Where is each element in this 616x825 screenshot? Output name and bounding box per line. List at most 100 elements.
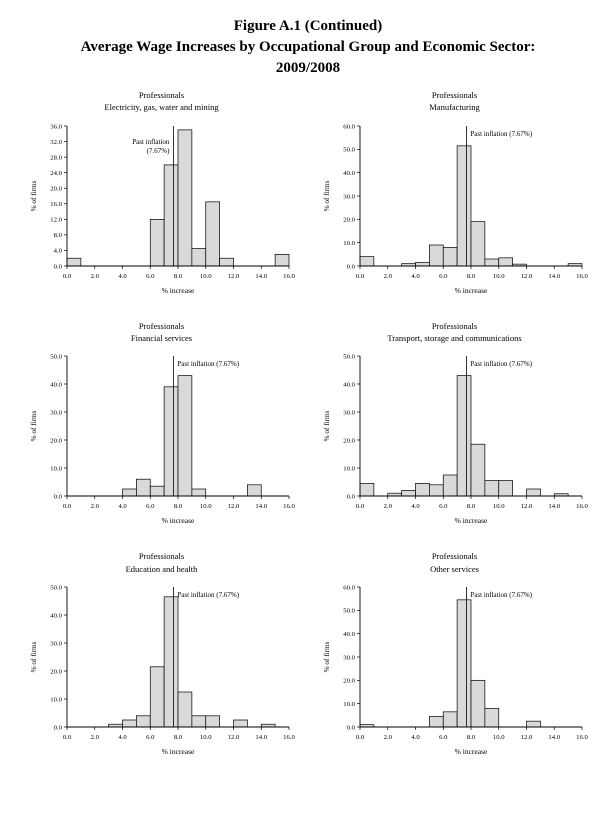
chart-education-health: Professionals Education and health 0.0 10…	[22, 550, 301, 767]
histogram-bar	[121, 719, 137, 728]
x-tick-label: 12.0	[520, 734, 532, 741]
y-tick-label: 0.0	[346, 724, 355, 731]
histogram-bar	[232, 719, 248, 728]
x-tick-label: 8.0	[466, 503, 475, 510]
histogram-plot: 0.0 4.0 8.0 12.0 16.0 20.0 24.0 28.0 32.0 36.0 0.0…	[30, 123, 296, 295]
x-tick-label: 8.0	[173, 503, 182, 510]
x-axis-label: % increase	[161, 516, 194, 525]
histogram-bar	[359, 255, 374, 266]
x-tick-label: 8.0	[173, 734, 182, 741]
histogram-bar	[525, 488, 541, 497]
y-tick-label: 30.0	[343, 193, 355, 200]
histogram-bar	[149, 666, 164, 728]
x-tick-label: 2.0	[383, 503, 392, 510]
x-tick-label: 10.0	[199, 734, 211, 741]
histogram-bar	[135, 479, 151, 497]
histogram-bar	[121, 488, 137, 497]
histogram-bar	[428, 244, 444, 266]
inflation-label: Past inflation (7.67%)	[470, 591, 532, 599]
x-tick-label: 14.0	[548, 734, 560, 741]
chart-title-group: Professionals	[431, 90, 478, 100]
x-tick-label: 2.0	[383, 273, 392, 280]
histogram-bar	[456, 375, 471, 497]
x-tick-label: 0.0	[62, 273, 71, 280]
x-tick-label: 10.0	[492, 503, 504, 510]
x-tick-label: 6.0	[146, 273, 155, 280]
y-tick-label: 40.0	[50, 382, 62, 389]
histogram-bar	[149, 486, 164, 497]
inflation-label: (7.67%)	[146, 147, 169, 155]
y-axis-label: % of firms	[323, 641, 331, 672]
y-tick-label: 40.0	[343, 170, 355, 177]
y-tick-label: 30.0	[343, 654, 355, 661]
y-tick-label: 20.0	[343, 438, 355, 445]
y-axis-label: % of firms	[323, 180, 331, 211]
histogram-bar	[163, 596, 178, 728]
x-axis-label: % increase	[454, 516, 487, 525]
chart-title-group: Professionals	[138, 551, 185, 562]
histogram-plot: 0.0 10.0 20.0 30.0 40.0 50.0 60.0 0.0 2.0 4.0 6.0 8…	[323, 584, 589, 756]
y-tick-label: 40.0	[343, 631, 355, 638]
y-tick-label: 10.0	[50, 466, 62, 473]
histogram-bar	[218, 257, 234, 266]
chart-title: Professionals Electricity, gas, water an…	[104, 89, 218, 114]
histogram-bar	[204, 201, 220, 266]
histogram-bar	[470, 679, 485, 728]
x-tick-label: 6.0	[146, 734, 155, 741]
chart-title-sector: Education and health	[125, 563, 198, 574]
x-tick-label: 4.0	[411, 503, 420, 510]
histogram-bar	[204, 715, 220, 728]
x-tick-label: 12.0	[227, 734, 239, 741]
histogram-bar	[66, 257, 81, 266]
figure-header: Figure A.1 (Continued) Average Wage Incr…	[0, 16, 616, 79]
x-tick-label: 10.0	[199, 273, 211, 280]
y-tick-label: 0.0	[53, 494, 62, 501]
y-tick-label: 20.0	[343, 216, 355, 223]
x-tick-label: 4.0	[411, 273, 420, 280]
histogram-bar	[177, 375, 192, 497]
histogram-bar	[442, 474, 457, 497]
histogram-bar	[456, 599, 471, 728]
x-tick-label: 6.0	[439, 734, 448, 741]
chart-financial-services: Professionals Financial services 0.0 10.0…	[22, 320, 301, 537]
x-tick-label: 10.0	[492, 273, 504, 280]
chart-title: Professionals Other services	[430, 550, 479, 575]
histogram-bar	[149, 218, 164, 266]
histogram-bar	[428, 484, 444, 497]
inflation-label: Past inflation (7.67%)	[470, 360, 532, 368]
y-tick-label: 40.0	[343, 382, 355, 389]
histogram-bar	[456, 145, 471, 266]
y-tick-label: 10.0	[343, 240, 355, 247]
histogram-bar	[191, 488, 206, 497]
chart-manufacturing: Professionals Manufacturing 0.0 10.0 20.0 3…	[315, 89, 594, 306]
y-tick-label: 4.0	[53, 247, 62, 254]
chart-other-services: Professionals Other services 0.0 10.0 20.0…	[315, 550, 594, 767]
y-tick-label: 8.0	[53, 232, 62, 239]
histogram-bar	[274, 253, 289, 266]
histogram-bar	[177, 691, 192, 728]
y-tick-label: 32.0	[50, 138, 62, 145]
x-tick-label: 8.0	[173, 273, 182, 280]
histogram-bar	[442, 246, 457, 266]
x-tick-label: 2.0	[90, 734, 99, 741]
histogram-bar	[525, 720, 541, 728]
histogram-bar	[163, 164, 178, 266]
y-tick-label: 60.0	[343, 584, 355, 591]
chart-title: Professionals Transport, storage and com…	[387, 320, 521, 345]
charts-grid: Professionals Electricity, gas, water an…	[22, 89, 594, 767]
histogram-plot: 0.0 10.0 20.0 30.0 40.0 50.0 0.0 2.0 4.0 6.0 8.0 10…	[323, 354, 589, 526]
y-tick-label: 20.0	[343, 678, 355, 685]
y-tick-label: 30.0	[50, 640, 62, 647]
y-tick-label: 30.0	[50, 410, 62, 417]
x-tick-label: 0.0	[355, 503, 364, 510]
y-tick-label: 10.0	[50, 696, 62, 703]
x-tick-label: 12.0	[227, 503, 239, 510]
x-tick-label: 12.0	[520, 503, 532, 510]
x-tick-label: 14.0	[255, 503, 267, 510]
x-tick-label: 0.0	[355, 273, 364, 280]
y-tick-label: 20.0	[50, 668, 62, 675]
x-tick-label: 0.0	[62, 734, 71, 741]
chart-title-sector: Financial services	[130, 332, 193, 343]
y-axis-label: % of firms	[30, 641, 38, 672]
y-tick-label: 50.0	[343, 146, 355, 153]
